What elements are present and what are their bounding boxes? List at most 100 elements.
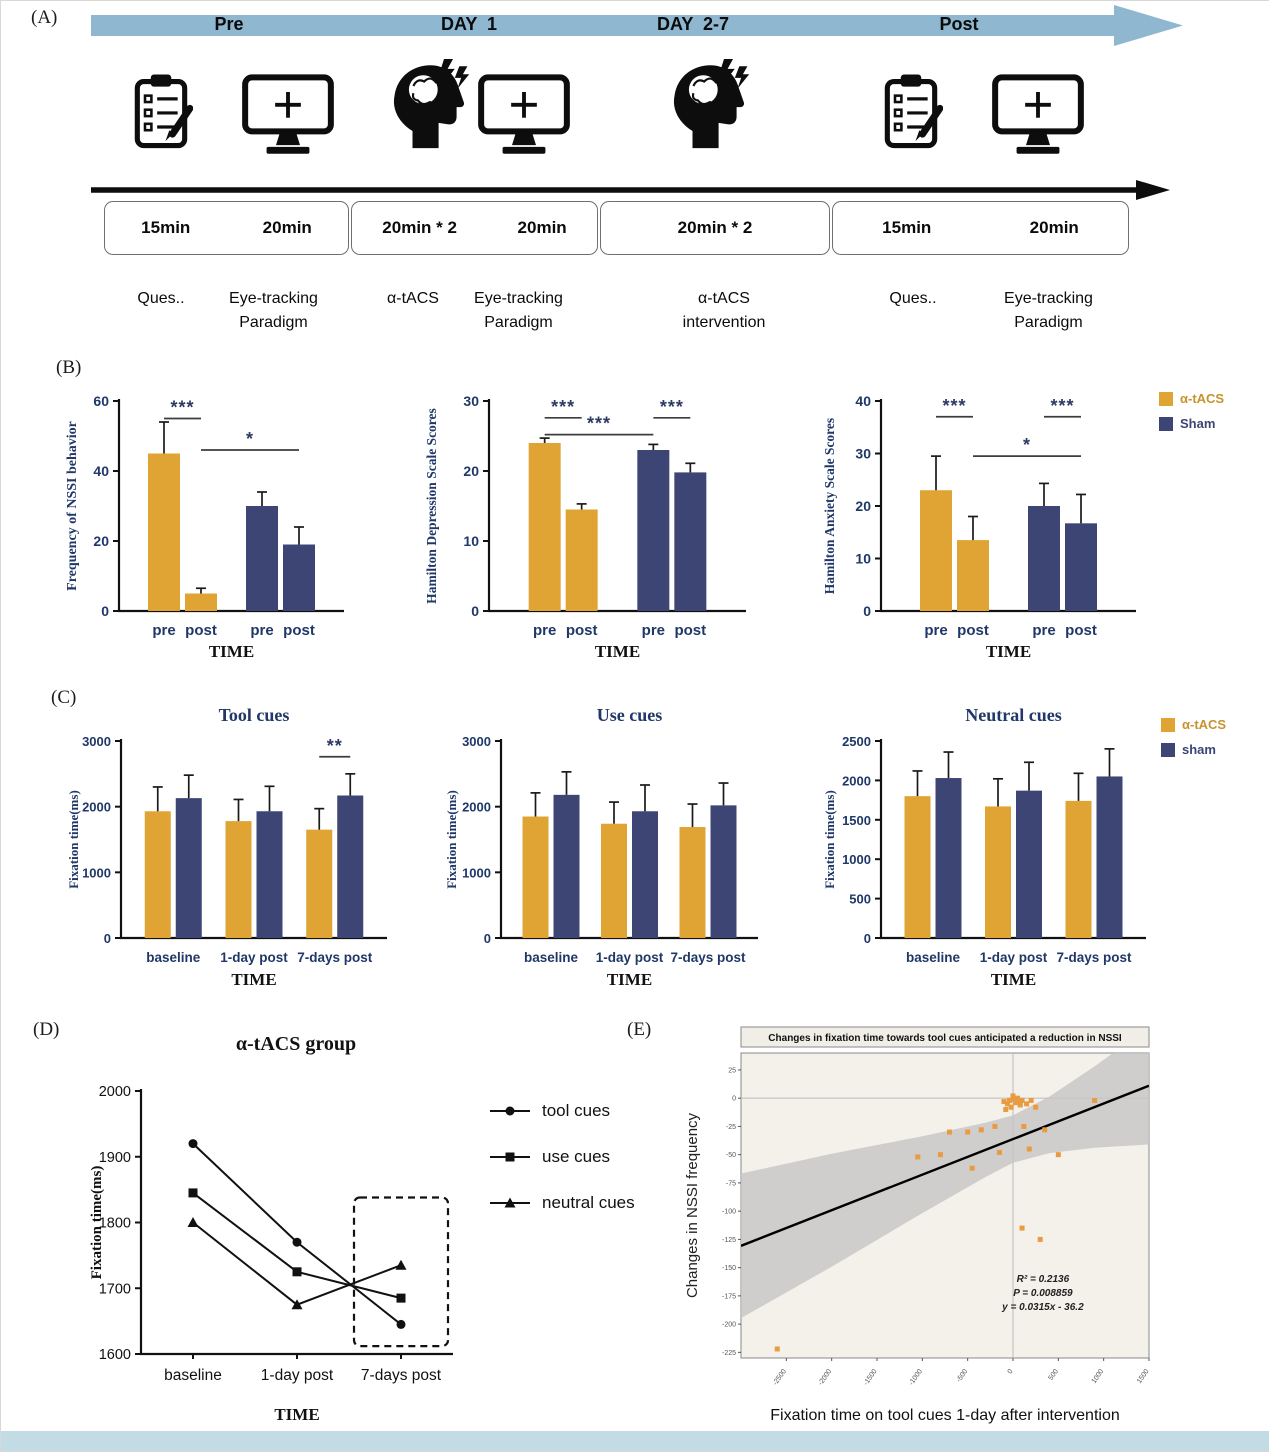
sig-stars: *** (1050, 396, 1074, 416)
chart-svg-b2: 0 10 20 30 Hamilton Depression Scale Scores p… (424, 393, 746, 661)
data-point (1008, 1104, 1014, 1110)
eye-tracking-monitor-icon (476, 73, 572, 159)
y-tick-label: 10 (855, 551, 871, 567)
y-tick-label: -125 (722, 1237, 736, 1244)
chart-atacs-group-lines: 1600 1700 1800 1900 2000 Fixation time(ms) bas… (86, 1059, 471, 1439)
eye-tracking-monitor-icon (240, 73, 336, 159)
legend-item-atacs: α-tACS (1159, 391, 1224, 406)
legend-item-tool-cues: tool cues (488, 1101, 635, 1121)
y-tick-label: 0 (484, 931, 491, 946)
y-tick-label: -100 (722, 1209, 736, 1216)
data-point (978, 1127, 984, 1133)
bar (601, 823, 627, 938)
legend-label-tool-cues: tool cues (542, 1101, 611, 1120)
panel-a-label: (A) (31, 7, 58, 28)
y-tick-label: 1800 (99, 1216, 131, 1232)
x-tick-label: 1000 (1091, 1368, 1106, 1385)
data-point (947, 1129, 953, 1135)
legend-label-neutral-cues: neutral cues (542, 1193, 635, 1212)
x-tick-label: -1000 (908, 1368, 924, 1387)
panel-c-label: (C) (51, 687, 77, 708)
y-tick-label: 1900 (99, 1150, 131, 1166)
bar (637, 450, 670, 611)
y-tick-label: -200 (722, 1322, 736, 1329)
bar (144, 811, 171, 938)
bar (256, 811, 283, 938)
chart-svg-d: 1600 1700 1800 1900 2000 Fixation time(ms) bas… (89, 1084, 453, 1424)
data-point (1001, 1099, 1007, 1105)
legend-item-sham: sham (1161, 742, 1226, 757)
sig-stars: * (1023, 435, 1031, 455)
y-tick-label: 60 (93, 393, 109, 409)
activity-eye-tracking: Eye-tracking Paradigm (474, 290, 563, 331)
data-point (1006, 1097, 1012, 1103)
chart-svg-c1: Tool cues 0 1000 2000 3000 Fixation time(ms) b… (66, 705, 387, 989)
y-tick-label: 20 (463, 463, 479, 479)
activity-questionnaire: Ques.. (889, 290, 937, 307)
x-tick-label: post (283, 622, 315, 639)
legend-item-atacs: α-tACS (1161, 717, 1226, 732)
x-tick-label: pre (1032, 622, 1055, 639)
marker-circle (188, 1139, 198, 1149)
duration-box-day1: 20min * 2 20min (351, 201, 598, 255)
data-point (1011, 1096, 1017, 1102)
bar (985, 806, 1011, 938)
x-axis-title: TIME (991, 970, 1036, 989)
y-tick-label: 20 (93, 533, 109, 549)
bar (710, 805, 737, 938)
stats-line: y = 0.0315x - 36.2 (1001, 1302, 1084, 1313)
y-axis-title: Hamilton Anxiety Scale Scores (822, 418, 837, 594)
chart-tool-cues: Tool cues 0 1000 2000 3000 Fixation time(ms) b… (63, 701, 395, 1018)
legend-marker-triangle (490, 1197, 530, 1208)
bar (306, 829, 333, 938)
panel-d-legend: tool cues use cues neutral cues (488, 1101, 635, 1213)
y-tick-label: 0 (101, 603, 109, 619)
x-axis-title: Fixation time on tool cues 1-day after i… (770, 1407, 1120, 1424)
y-tick-label: 1700 (99, 1281, 131, 1297)
y-tick-label: 1000 (462, 865, 491, 880)
x-tick-label: 7-days post (1056, 950, 1132, 965)
x-tick-label: 1-day post (980, 950, 1048, 965)
x-tick-label: post (1065, 622, 1097, 639)
y-tick-label: 500 (849, 892, 871, 907)
x-tick-label: -2000 (817, 1368, 833, 1387)
y-axis-title: Hamilton Depression Scale Scores (424, 408, 439, 604)
data-point (1026, 1146, 1032, 1152)
legend-item-sham: Sham (1159, 416, 1224, 431)
bar (528, 443, 561, 611)
legend-label-sham: Sham (1180, 416, 1216, 431)
confidence-band (741, 1053, 1149, 1319)
data-point (1013, 1100, 1019, 1106)
activity-eye-tracking: Eye-tracking Paradigm (229, 290, 318, 331)
y-tick-label: 1000 (82, 865, 111, 880)
data-point (774, 1346, 780, 1352)
bar (1065, 800, 1092, 938)
stats-line: P = 0.008859 (1013, 1288, 1073, 1299)
eye-tracking-monitor-icon (990, 73, 1086, 159)
data-point (1028, 1097, 1034, 1103)
sig-stars: *** (660, 397, 684, 417)
data-point (1003, 1106, 1009, 1112)
legend-item-neutral-cues: neutral cues (488, 1193, 635, 1213)
x-tick-label: 500 (1048, 1368, 1060, 1382)
data-point (1033, 1104, 1039, 1110)
legend-label-use-cues: use cues (542, 1147, 611, 1166)
y-tick-label: 0 (471, 603, 479, 619)
x-tick-label: pre (250, 622, 273, 639)
y-axis-title: Changes in NSSI frequency (684, 1112, 701, 1298)
y-axis-title: Fixation time(ms) (66, 790, 81, 889)
duration: 20min (262, 218, 312, 237)
y-tick-label: 30 (855, 446, 871, 462)
y-tick-label: -150 (722, 1265, 736, 1272)
chart-title: Changes in fixation time towards tool cu… (768, 1033, 1122, 1044)
x-tick-label: -500 (956, 1368, 970, 1384)
questionnaire-icon (879, 73, 943, 149)
y-tick-label: 2000 (842, 773, 871, 788)
y-tick-label: 40 (855, 393, 871, 409)
x-tick-label: post (566, 622, 598, 639)
y-tick-label: -25 (726, 1124, 736, 1131)
y-tick-label: 10 (463, 533, 479, 549)
x-tick-label: baseline (164, 1367, 222, 1384)
marker-triangle (187, 1217, 199, 1227)
y-tick-label: -225 (722, 1350, 736, 1357)
